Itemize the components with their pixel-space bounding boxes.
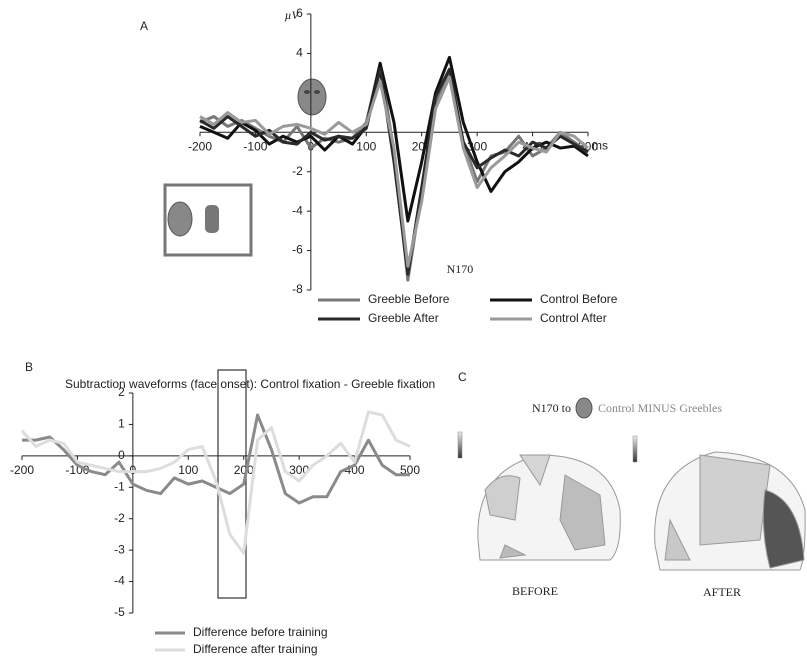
stimulus-icons — [168, 202, 219, 236]
panel-label: C — [458, 370, 467, 384]
y-tick-label: -2 — [292, 164, 303, 178]
legend-label: Difference before training — [193, 625, 328, 639]
color-bar — [458, 432, 462, 458]
y-tick-label: 4 — [296, 46, 303, 60]
x-tick-label: 100 — [356, 139, 376, 153]
panel-label: A — [140, 19, 148, 33]
y-tick-label: -2 — [114, 511, 125, 525]
x-tick-label: -200 — [188, 139, 212, 153]
figure: C N170 to Control MINUS Greebles BEFORE … — [0, 0, 807, 656]
map-label: BEFORE — [512, 584, 558, 598]
topo-map — [655, 452, 806, 570]
legend-label: Control Before — [540, 292, 618, 306]
face-icon — [298, 79, 326, 115]
annotation: N170 — [447, 262, 474, 276]
y-tick-label: -8 — [292, 282, 303, 296]
legend-label: Greeble After — [368, 311, 439, 325]
face-icon — [576, 398, 592, 418]
map-title: Control MINUS Greebles — [598, 401, 722, 415]
line-series — [22, 412, 410, 553]
y-tick-label: 1 — [118, 417, 125, 431]
x-tick-label: 200 — [234, 463, 254, 477]
map-title: N170 to — [532, 401, 571, 415]
y-tick-label: -4 — [114, 574, 125, 588]
legend-label: Greeble Before — [368, 292, 450, 306]
panel-label: B — [25, 360, 33, 374]
line-series — [200, 69, 588, 274]
y-tick-label: -3 — [114, 542, 125, 556]
x-tick-label: 100 — [178, 463, 198, 477]
y-tick-label: 0 — [118, 448, 125, 462]
y-tick-label: -5 — [114, 605, 125, 619]
y-axis-label: µV — [285, 8, 301, 22]
y-tick-label: -6 — [292, 243, 303, 257]
x-tick-label: 0 — [130, 463, 137, 477]
map-label: AFTER — [703, 585, 741, 599]
y-tick-label: -1 — [114, 479, 125, 493]
y-tick-label: 2 — [118, 385, 125, 399]
legend-label: Control After — [540, 311, 607, 325]
x-unit: ms — [592, 138, 608, 152]
y-tick-label: -4 — [292, 203, 303, 217]
color-bar — [633, 436, 637, 462]
topo-map — [478, 455, 620, 560]
x-tick-label: -200 — [10, 463, 34, 477]
legend-label: Difference after training — [193, 642, 318, 656]
x-tick-label: -100 — [243, 139, 267, 153]
